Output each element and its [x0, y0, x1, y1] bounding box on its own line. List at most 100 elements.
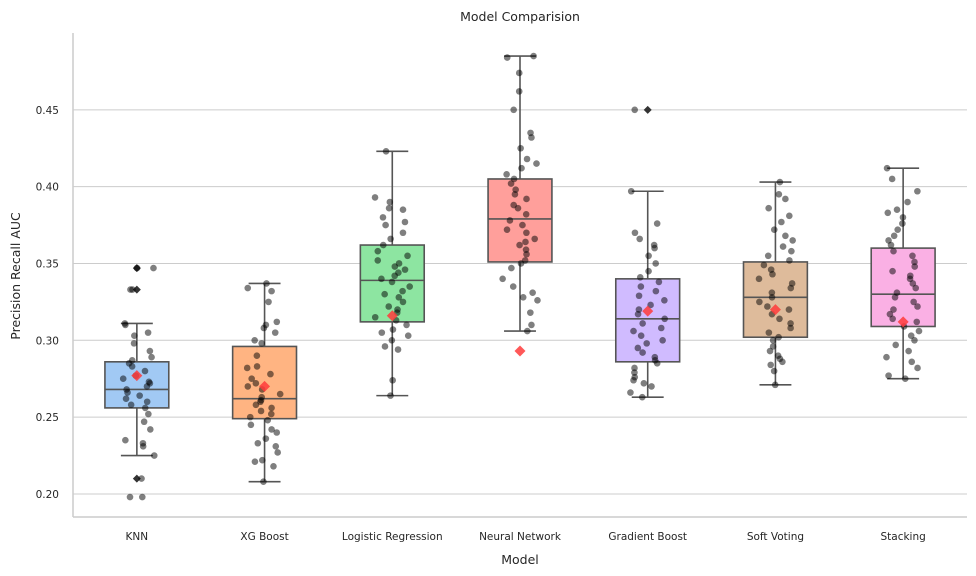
- data-point: [639, 349, 646, 356]
- data-point: [527, 129, 534, 137]
- data-point: [389, 326, 397, 333]
- data-point: [246, 413, 254, 421]
- data-point: [779, 243, 787, 250]
- data-point: [894, 226, 901, 233]
- data-point: [141, 367, 149, 375]
- data-point: [516, 241, 523, 249]
- data-point: [262, 435, 270, 442]
- data-point: [643, 340, 650, 347]
- data-point: [150, 264, 157, 272]
- data-point: [775, 191, 783, 198]
- data-point: [908, 358, 916, 366]
- box-iqr: [231, 345, 298, 420]
- data-point: [268, 404, 275, 412]
- data-point: [914, 303, 921, 310]
- data-point: [395, 269, 402, 276]
- data-point: [394, 306, 401, 313]
- data-point: [769, 337, 777, 344]
- data-point: [637, 283, 645, 290]
- data-point: [893, 289, 901, 296]
- data-point: [907, 332, 915, 339]
- box-xg-boost: [231, 282, 298, 483]
- outlier-marker: [643, 105, 652, 114]
- data-point: [890, 232, 898, 240]
- outlier-marker: [132, 474, 141, 483]
- data-point: [786, 212, 793, 220]
- data-point: [914, 187, 921, 195]
- data-point: [890, 306, 897, 313]
- data-point: [394, 346, 402, 353]
- data-point: [645, 252, 652, 260]
- data-point: [379, 241, 387, 249]
- data-point: [914, 364, 921, 372]
- data-point: [503, 171, 510, 178]
- data-point: [509, 283, 517, 290]
- data-point: [637, 332, 645, 339]
- data-point: [635, 306, 643, 313]
- data-point: [257, 407, 265, 415]
- data-point: [406, 283, 413, 290]
- data-point: [382, 148, 390, 155]
- data-point: [906, 272, 914, 280]
- data-point: [787, 324, 794, 332]
- data-point: [884, 209, 892, 217]
- data-point: [755, 275, 763, 283]
- data-point: [776, 315, 783, 323]
- data-point: [143, 398, 151, 406]
- data-point: [640, 380, 648, 387]
- data-point: [638, 393, 646, 401]
- box-stacking: [870, 167, 936, 380]
- data-point: [147, 426, 154, 433]
- data-point: [145, 378, 153, 386]
- data-point: [889, 267, 896, 275]
- data-point: [905, 347, 912, 355]
- data-point: [252, 380, 260, 387]
- data-point: [131, 332, 138, 339]
- box-logistic-regression: [359, 150, 426, 397]
- data-point: [899, 220, 906, 227]
- data-point: [767, 266, 775, 273]
- data-point: [259, 456, 266, 464]
- x-tick-label: Logistic Regression: [342, 531, 443, 543]
- data-point: [263, 280, 270, 287]
- data-point: [267, 370, 274, 378]
- y-tick-label: 0.35: [36, 258, 59, 270]
- data-point: [764, 252, 772, 260]
- data-point: [260, 478, 267, 485]
- data-point: [122, 395, 130, 402]
- data-point: [883, 164, 891, 172]
- data-point: [130, 340, 138, 347]
- data-point: [767, 361, 775, 369]
- data-point: [122, 436, 129, 444]
- data-point: [273, 429, 281, 436]
- data-point: [899, 214, 907, 221]
- data-point: [387, 235, 394, 243]
- data-point: [521, 257, 529, 264]
- data-point: [648, 383, 655, 390]
- data-point: [775, 333, 782, 341]
- data-point: [251, 337, 258, 344]
- data-point: [756, 298, 763, 306]
- data-point: [403, 321, 410, 329]
- data-point: [127, 401, 135, 409]
- data-point: [636, 274, 644, 281]
- box-iqr: [870, 247, 936, 328]
- x-tick-label: Stacking: [880, 531, 925, 543]
- data-point: [883, 353, 890, 361]
- data-point: [522, 238, 529, 246]
- data-point: [258, 340, 265, 347]
- data-point: [267, 410, 275, 418]
- data-point: [518, 164, 525, 172]
- data-point: [771, 381, 779, 389]
- data-point: [270, 462, 277, 470]
- data-point: [265, 298, 272, 306]
- data-point: [647, 301, 654, 309]
- data-point: [651, 353, 659, 361]
- data-point: [911, 337, 918, 344]
- data-point: [787, 320, 794, 327]
- mean-marker: [897, 316, 909, 328]
- data-point: [765, 204, 772, 212]
- data-point: [533, 160, 540, 167]
- data-point: [886, 310, 894, 318]
